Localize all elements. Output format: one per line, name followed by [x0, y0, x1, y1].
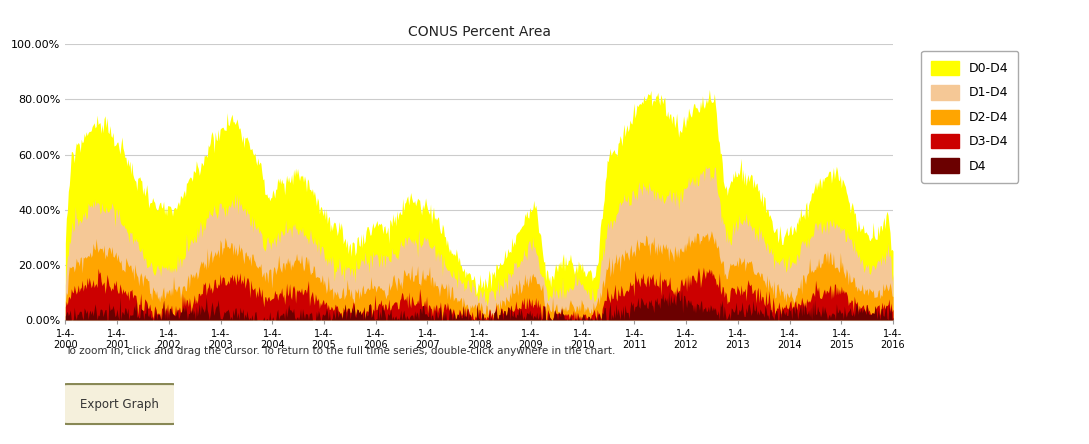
Title: CONUS Percent Area: CONUS Percent Area	[407, 25, 551, 39]
Text: Export Graph: Export Graph	[81, 397, 159, 411]
FancyBboxPatch shape	[62, 384, 178, 424]
Text: To zoom in, click and drag the cursor. To return to the full time series, double: To zoom in, click and drag the cursor. T…	[65, 346, 615, 357]
Legend: D0-D4, D1-D4, D2-D4, D3-D4, D4: D0-D4, D1-D4, D2-D4, D3-D4, D4	[921, 51, 1018, 183]
